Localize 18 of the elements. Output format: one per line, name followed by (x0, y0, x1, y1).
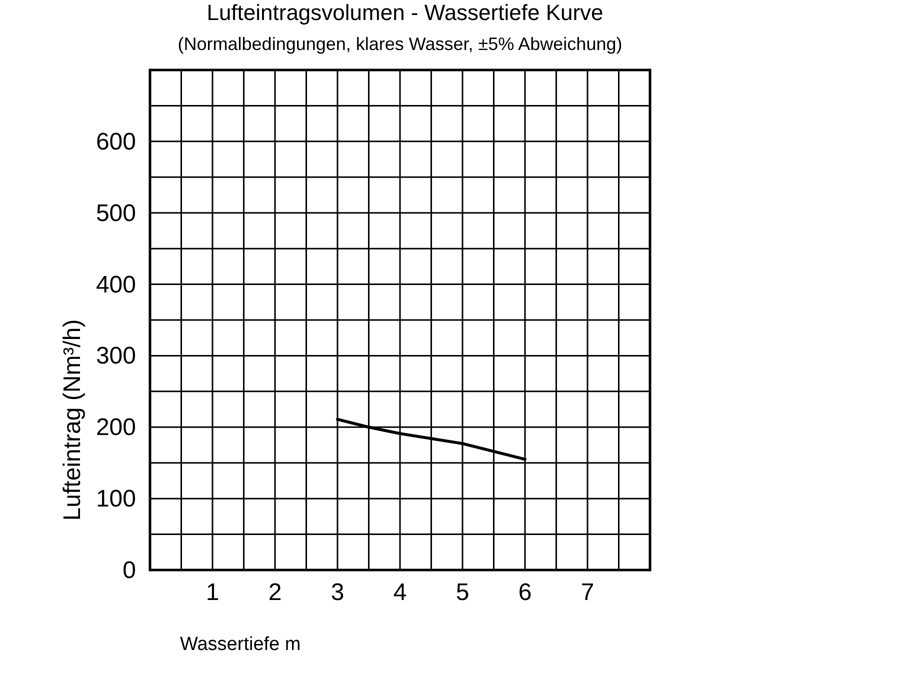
x-tick-label: 3 (330, 579, 344, 606)
x-tick-label: 5 (456, 579, 470, 606)
x-tick-label: 1 (206, 579, 220, 606)
x-axis-title: Wassertiefe m (180, 634, 301, 655)
chart-subtitle: (Normalbedingungen, klares Wasser, ±5% Abweichung) (178, 34, 622, 54)
y-tick-label: 0 (122, 557, 136, 584)
y-tick-label: 300 (96, 342, 136, 370)
y-axis-title: Lufteintrag (Nm³/h) (59, 319, 86, 521)
y-tick-label: 400 (96, 271, 136, 298)
x-tick-label: 2 (268, 579, 282, 606)
x-tick-label: 6 (518, 579, 532, 606)
y-tick-label: 500 (96, 200, 136, 227)
y-tick-label: 100 (96, 486, 136, 513)
x-tick-label: 7 (580, 579, 594, 606)
y-tick-label: 200 (96, 414, 136, 442)
y-tick-label: 600 (96, 128, 136, 156)
x-tick-label: 4 (393, 579, 407, 606)
chart-title: Lufteintragsvolumen - Wassertiefe Kurve (206, 0, 604, 25)
